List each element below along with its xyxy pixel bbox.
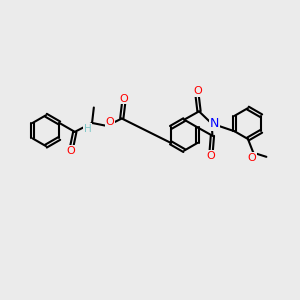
Text: H: H bbox=[84, 124, 92, 134]
Text: O: O bbox=[67, 146, 76, 156]
Text: N: N bbox=[210, 117, 219, 130]
Text: O: O bbox=[207, 151, 216, 160]
Text: O: O bbox=[119, 94, 128, 104]
Text: O: O bbox=[193, 86, 202, 96]
Text: O: O bbox=[248, 153, 256, 163]
Text: O: O bbox=[106, 117, 114, 128]
